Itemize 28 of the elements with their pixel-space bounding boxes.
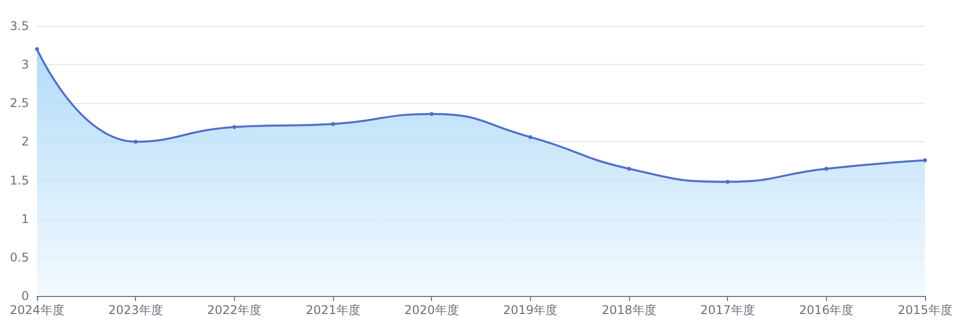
x-tick-label: 2024年度 <box>10 303 64 317</box>
x-tick-label: 2021年度 <box>306 303 360 317</box>
x-tick-label: 2023年度 <box>108 303 163 317</box>
x-tick-label: 2017年度 <box>700 303 755 317</box>
x-tick-label: 2018年度 <box>602 303 656 317</box>
y-tick-label: 3.5 <box>10 19 29 33</box>
point <box>35 47 39 52</box>
x-tick-label: 2016年度 <box>799 303 854 317</box>
y-tick-label: 0 <box>21 289 29 303</box>
y-tick-label: 1 <box>21 212 29 226</box>
point <box>232 125 236 130</box>
y-tick-label: 2 <box>21 134 29 149</box>
y-tick-label: 0.5 <box>10 250 29 264</box>
y-tick-label: 3 <box>21 58 29 72</box>
y-tick-label: 2.5 <box>10 96 29 110</box>
point <box>627 166 631 171</box>
point <box>134 140 138 144</box>
y-tick-label: 1.5 <box>10 173 29 188</box>
x-tick-label: 2022年度 <box>207 303 262 317</box>
x-tick-label: 2019年度 <box>503 303 558 317</box>
x-tick-label: 2015年度 <box>898 303 952 317</box>
point <box>528 135 532 140</box>
point <box>824 166 828 171</box>
point <box>331 122 335 126</box>
point <box>430 112 434 116</box>
point <box>726 180 730 184</box>
x-tick-label: 2020年度 <box>404 303 459 317</box>
point <box>923 158 927 162</box>
